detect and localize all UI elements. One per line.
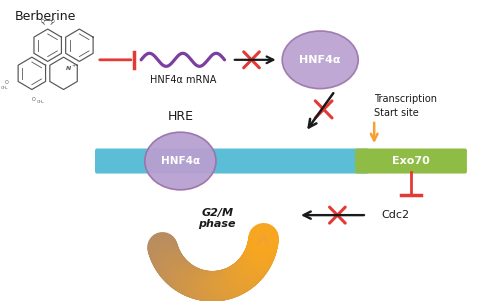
Text: CH₃: CH₃ — [0, 86, 8, 90]
Text: Berberine: Berberine — [14, 10, 76, 23]
Text: HRE: HRE — [168, 111, 194, 124]
FancyBboxPatch shape — [355, 149, 467, 174]
Ellipse shape — [145, 132, 216, 190]
Text: O: O — [4, 80, 8, 85]
Text: HNF4α mRNA: HNF4α mRNA — [150, 75, 216, 85]
Ellipse shape — [282, 31, 358, 88]
Text: Transcription
Start site: Transcription Start site — [374, 94, 437, 117]
Text: +: + — [72, 63, 76, 68]
Text: N: N — [66, 66, 71, 71]
FancyBboxPatch shape — [95, 149, 369, 174]
Text: O: O — [40, 19, 44, 24]
Text: CH₃: CH₃ — [36, 100, 44, 104]
Text: O: O — [51, 19, 55, 24]
Text: HNF4α: HNF4α — [300, 55, 341, 65]
Text: G2/M
phase: G2/M phase — [198, 208, 236, 230]
Text: O: O — [32, 97, 36, 102]
Text: Cdc2: Cdc2 — [382, 210, 409, 220]
Text: Exo70: Exo70 — [392, 156, 430, 166]
Text: HNF4α: HNF4α — [161, 156, 200, 166]
